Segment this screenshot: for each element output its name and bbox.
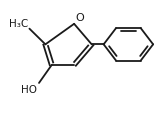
Text: H₃C: H₃C xyxy=(9,19,28,29)
Text: HO: HO xyxy=(21,84,37,94)
Text: O: O xyxy=(76,13,85,23)
